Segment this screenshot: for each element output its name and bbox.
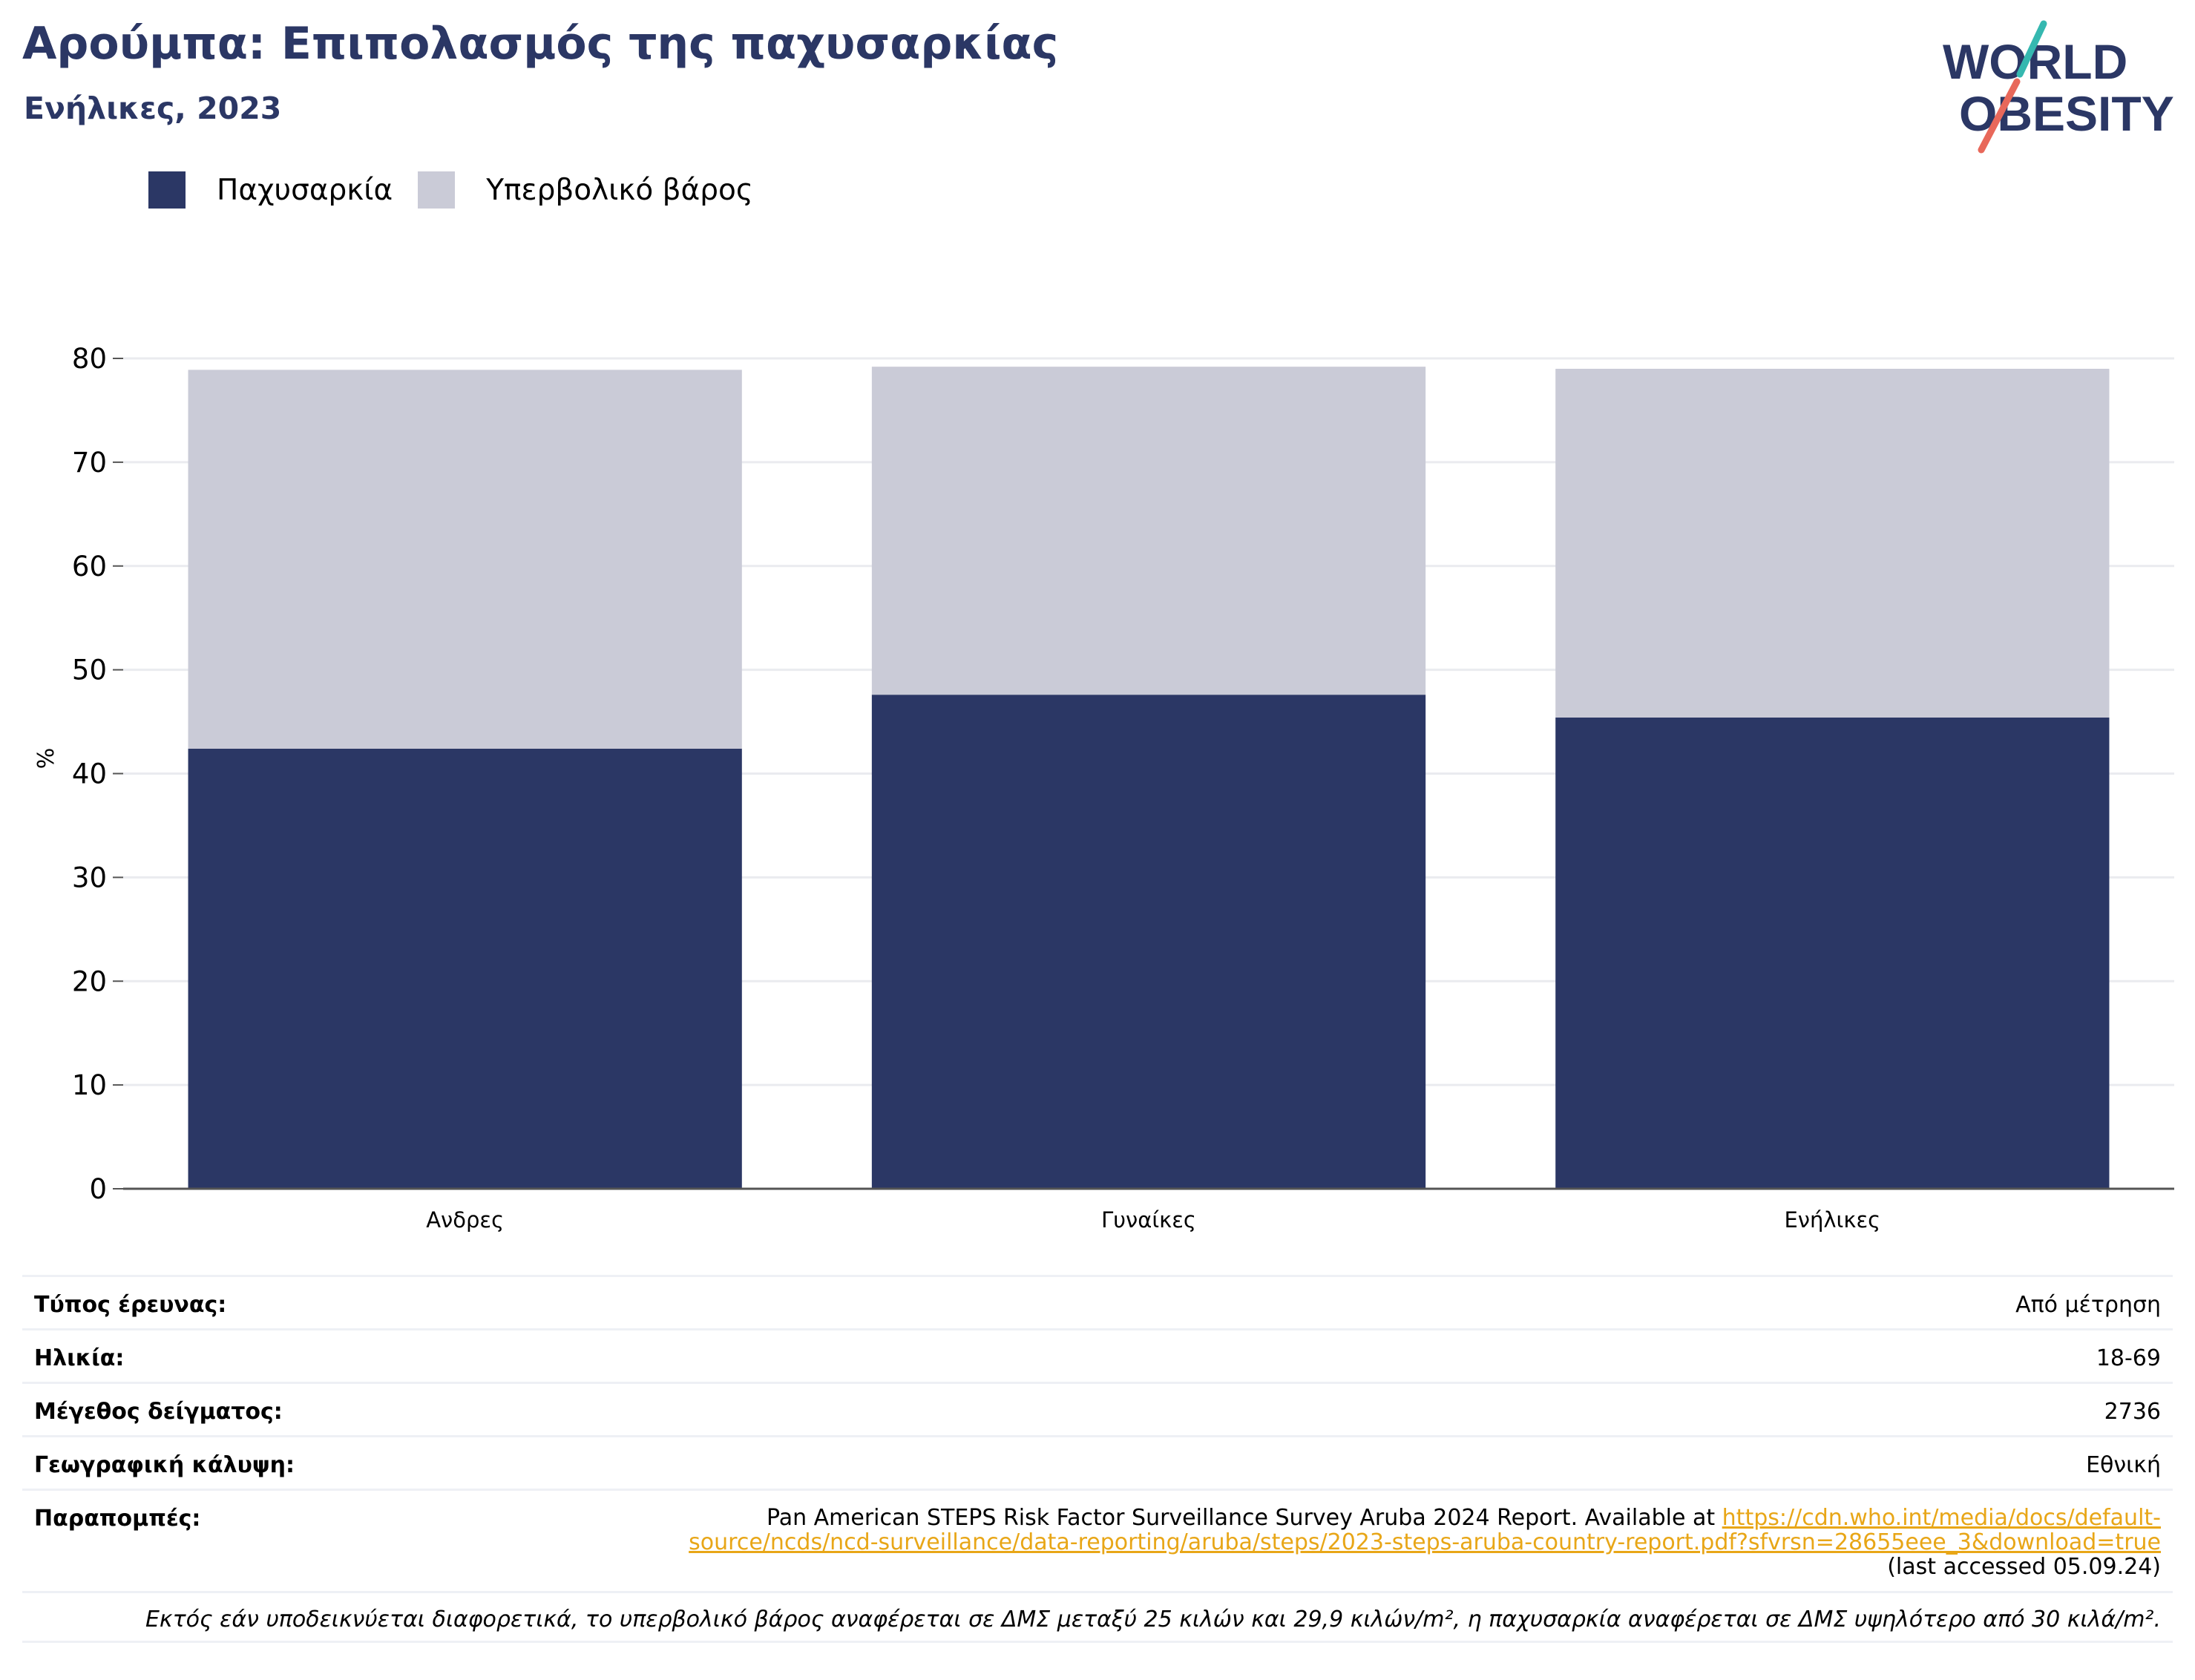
legend-swatch-obesity	[148, 171, 186, 209]
bar-obesity-0[interactable]	[188, 748, 742, 1189]
legend-item-obesity[interactable]: Παχυσαρκία	[148, 171, 393, 209]
references-suffix: (last accessed 05.09.24)	[1887, 1554, 2161, 1580]
references-link[interactable]: https://cdn.who.int/media/docs/default-s…	[689, 1505, 2161, 1555]
world-obesity-logo: WORLD OBESITY	[1943, 20, 2174, 154]
chart-subtitle: Ενήλικες, 2023	[24, 91, 282, 126]
y-axis-label: %	[33, 748, 59, 770]
y-tick-label-80: 80	[72, 343, 107, 375]
y-tick-label-20: 20	[72, 965, 107, 997]
x-tick-label-2: Ενήλικες	[1784, 1207, 1880, 1233]
coverage-value: Εθνική	[2086, 1452, 2161, 1478]
meta-row-references: Παραπομπές: Pan American STEPS Risk Fact…	[22, 1489, 2173, 1591]
bar-overweight-2[interactable]	[1555, 368, 2110, 718]
y-tick-label-50: 50	[72, 654, 107, 686]
references-label: Παραπομπές:	[34, 1506, 201, 1532]
meta-row-sample-size: Μέγεθος δείγματος: 2736	[22, 1382, 2173, 1435]
age-label: Ηλικία:	[34, 1345, 125, 1371]
references-text: Pan American STEPS Risk Factor Surveilla…	[766, 1505, 1716, 1531]
bar-overweight-1[interactable]	[871, 367, 1426, 695]
footnote: Εκτός εάν υποδεικνύεται διαφορετικά, το …	[22, 1591, 2173, 1643]
survey-type-value: Από μέτρηση	[2015, 1292, 2161, 1318]
survey-type-label: Τύπος έρευνας:	[34, 1292, 227, 1318]
y-tick-label-40: 40	[72, 758, 107, 790]
sample-size-label: Μέγεθος δείγματος:	[34, 1399, 283, 1425]
x-tick-label-1: Γυναίκες	[1101, 1207, 1196, 1233]
age-value: 18-69	[2096, 1345, 2161, 1371]
bar-obesity-1[interactable]	[871, 695, 1426, 1189]
chart-legend: Παχυσαρκία Υπερβολικό βάρος	[148, 169, 778, 211]
coverage-label: Γεωγραφική κάλυψη:	[34, 1452, 295, 1478]
legend-item-overweight[interactable]: Υπερβολικό βάρος	[418, 171, 753, 209]
axes: 0 10 20 30 40 50 60 70 80 Ανδρες Γυναίκες Ενήλικες	[72, 343, 2174, 1233]
sample-size-value: 2736	[2104, 1399, 2161, 1425]
y-tick-label-70: 70	[72, 447, 107, 479]
legend-label-obesity: Παχυσαρκία	[217, 173, 393, 207]
x-tick-label-0: Ανδρες	[426, 1207, 504, 1233]
logo-slash-teal	[2016, 20, 2047, 78]
y-tick-label-60: 60	[72, 551, 107, 583]
legend-label-overweight: Υπερβολικό βάρος	[486, 173, 753, 207]
meta-row-coverage: Γεωγραφική κάλυψη: Εθνική	[22, 1435, 2173, 1489]
survey-metadata: Τύπος έρευνας: Από μέτρηση Ηλικία: 18-69…	[22, 1275, 2173, 1643]
legend-swatch-overweight	[418, 171, 456, 209]
y-tick-label-10: 10	[72, 1069, 107, 1101]
bar-overweight-0[interactable]	[188, 370, 742, 749]
meta-row-survey-type: Τύπος έρευνας: Από μέτρηση	[22, 1275, 2173, 1328]
references-value: Pan American STEPS Risk Factor Surveilla…	[647, 1506, 2161, 1579]
meta-row-age: Ηλικία: 18-69	[22, 1328, 2173, 1382]
chart-title: Αρούμπα: Επιπολασμός της παχυσαρκίας	[22, 18, 1059, 70]
logo-slash-red	[1978, 78, 2021, 154]
bars	[188, 367, 2110, 1189]
bar-obesity-2[interactable]	[1555, 717, 2110, 1189]
y-tick-label-0: 0	[89, 1173, 107, 1205]
logo-text-obesity: OBESITY	[1959, 86, 2174, 141]
y-tick-label-30: 30	[72, 862, 107, 893]
